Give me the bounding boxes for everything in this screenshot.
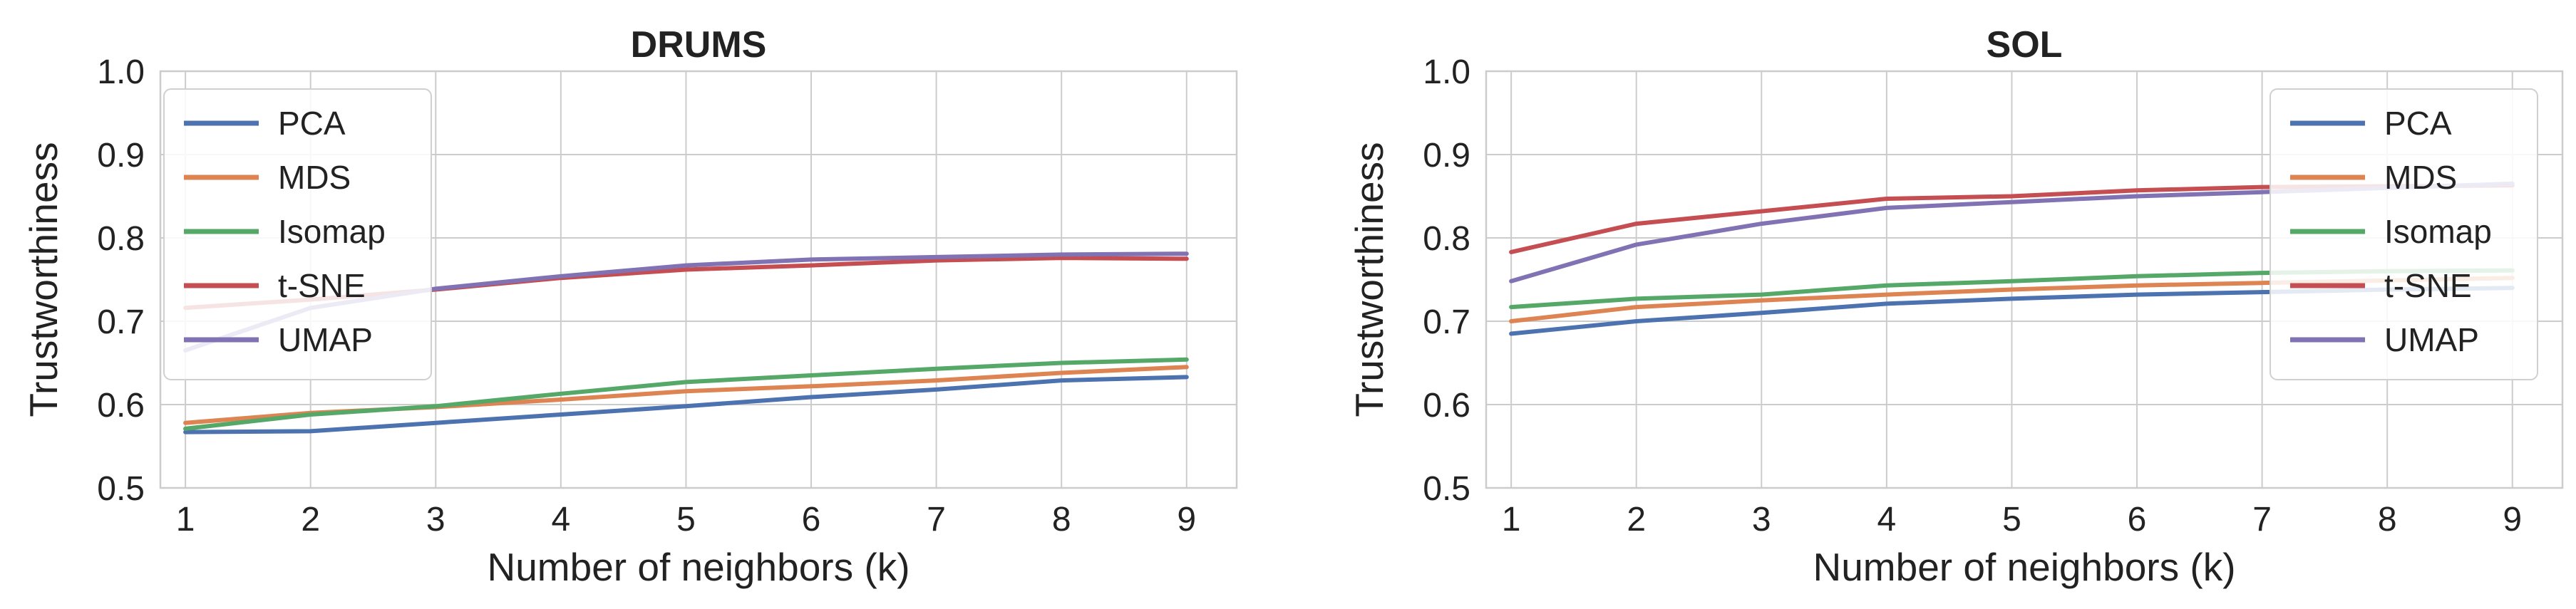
legend-label: Isomap [2384, 213, 2492, 250]
x-tick-label: 2 [301, 501, 320, 538]
y-tick-label: 0.8 [1423, 220, 1470, 258]
x-tick-label: 7 [927, 501, 946, 538]
legend-box [163, 88, 432, 380]
x-axis-label: Number of neighbors (k) [487, 545, 910, 589]
y-tick-label: 1.0 [97, 53, 145, 91]
x-tick-label: 3 [426, 501, 445, 538]
x-tick-label: 5 [676, 501, 696, 538]
x-axis-label: Number of neighbors (k) [1813, 545, 2235, 589]
legend-label: t-SNE [278, 267, 366, 304]
y-tick-label: 0.6 [1423, 387, 1470, 425]
x-tick-label: 2 [1627, 501, 1646, 538]
legend-label: MDS [2384, 159, 2457, 196]
x-tick-label: 6 [802, 501, 821, 538]
x-tick-label: 4 [552, 501, 571, 538]
x-tick-label: 1 [176, 501, 195, 538]
y-tick-label: 0.5 [1423, 470, 1470, 508]
x-tick-label: 8 [1052, 501, 1071, 538]
legend-label: PCA [278, 105, 346, 142]
series-line-pca [183, 375, 1189, 434]
y-tick-label: 0.7 [1423, 303, 1470, 341]
legend-label: PCA [2384, 105, 2452, 142]
legend-label: UMAP [278, 321, 373, 358]
y-tick-label: 0.5 [97, 470, 145, 508]
x-tick-label: 9 [1177, 501, 1196, 538]
x-tick-label: 3 [1752, 501, 1771, 538]
y-tick-label: 0.9 [97, 137, 145, 175]
x-tick-label: 7 [2252, 501, 2272, 538]
chart-panel-sol: 0.5 0.6 0.7 0.8 0.9 1.0 1 2 3 4 5 6 7 8 9 SOL Number of … [1347, 24, 2564, 589]
y-axis-label: Trustworthiness [1347, 142, 1391, 417]
x-tick-label: 9 [2503, 501, 2522, 538]
y-tick-label: 0.7 [97, 303, 145, 341]
y-tick-label: 1.0 [1423, 53, 1470, 91]
y-tick-label: 0.8 [97, 220, 145, 258]
y-tick-label: 0.9 [1423, 137, 1470, 175]
legend-label: UMAP [2384, 321, 2479, 358]
legend-label: t-SNE [2384, 267, 2472, 304]
chart-panel-drums: 0.5 0.6 0.7 0.8 0.9 1.0 1 2 3 4 5 6 7 8 9 DRUMS Number o… [21, 24, 1238, 589]
x-tick-label: 5 [2002, 501, 2021, 538]
x-tick-label: 6 [2128, 501, 2147, 538]
chart-title: SOL [1987, 24, 2063, 66]
x-tick-label: 4 [1877, 501, 1897, 538]
x-tick-label: 8 [2378, 501, 2397, 538]
series-line-isomap [183, 357, 1189, 431]
chart-title: DRUMS [631, 24, 767, 66]
y-tick-label: 0.6 [97, 387, 145, 425]
legend-label: Isomap [278, 213, 386, 250]
plot-frame [159, 70, 1238, 489]
x-tick-label: 1 [1502, 501, 1521, 538]
plot-frame [1485, 70, 2564, 489]
legend-label: MDS [278, 159, 351, 196]
y-axis-label: Trustworthiness [21, 142, 66, 417]
legend-box [2270, 88, 2538, 380]
